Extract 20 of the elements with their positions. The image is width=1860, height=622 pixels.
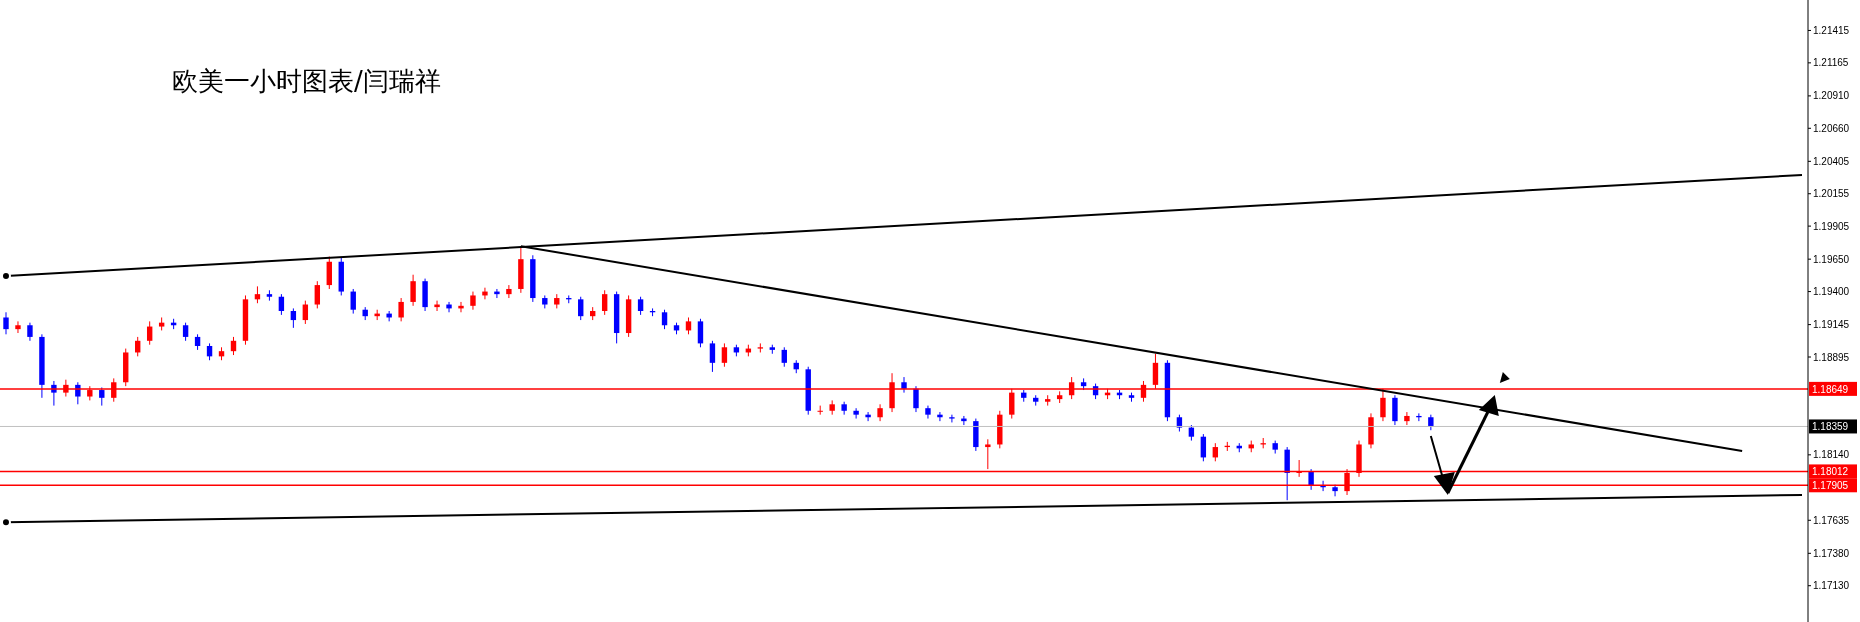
y-tick-label: 1.18140 [1813,449,1850,461]
y-tick-label: 1.20155 [1813,188,1850,200]
text: 欧美一小时图表/闫瑞祥 [172,65,441,98]
y-tick-label: 1.20405 [1813,155,1850,167]
y-tick-label: 1.19905 [1813,220,1850,232]
y-tick-label: 1.20910 [1813,90,1850,102]
ref-line-label: 1.18012 [1812,466,1849,478]
y-tick-label: 1.21415 [1813,25,1850,36]
y-tick-label: 1.21165 [1813,57,1849,69]
ref-line-label: 1.18649 [1812,383,1849,395]
y-tick-label: 1.17130 [1813,580,1850,592]
ref-line-label: 1.17905 [1812,480,1849,492]
y-tick-label: 1.17635 [1813,514,1850,526]
y-tick-label: 1.19400 [1813,286,1850,298]
y-tick-label: 1.20660 [1813,122,1850,134]
y-tick-label: 1.19145 [1813,319,1850,331]
y-tick-label: 1.17380 [1813,547,1850,559]
y-tick-label: 1.18895 [1813,351,1850,363]
ref-line-label: 1.18359 [1812,421,1849,433]
y-tick-label: 1.19650 [1813,253,1850,265]
